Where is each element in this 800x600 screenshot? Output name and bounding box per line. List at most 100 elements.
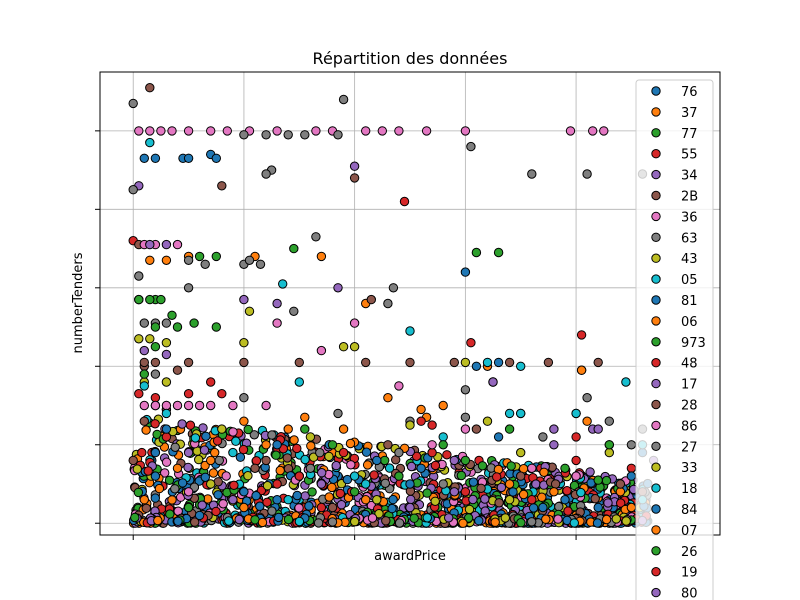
cloud-point <box>143 466 153 476</box>
legend-label: 48 <box>681 357 698 372</box>
data-point-series-43 <box>372 495 382 505</box>
data-point-series-36 <box>156 126 166 136</box>
cloud-point <box>367 513 378 523</box>
data-point-series-76 <box>405 479 415 489</box>
data-point-series-19 <box>134 389 144 399</box>
legend-label: 07 <box>681 524 698 539</box>
data-point-series-63 <box>255 259 266 269</box>
legend-label: 05 <box>681 273 698 288</box>
cloud-point <box>300 454 310 465</box>
cloud-point <box>199 445 210 455</box>
data-point-series-37 <box>416 404 426 415</box>
cloud-point <box>422 513 432 523</box>
data-point-series-80 <box>161 349 172 360</box>
cloud-point <box>224 516 234 526</box>
data-point-series-37 <box>139 495 150 505</box>
data-point-series-36 <box>394 381 404 391</box>
legend-marker <box>651 190 661 201</box>
cloud-point <box>422 488 432 498</box>
data-point-series-28 <box>150 357 161 368</box>
data-point-series-81 <box>493 432 504 442</box>
data-point-series-80 <box>139 345 150 356</box>
data-point-series-2B <box>449 357 459 368</box>
data-point-series-37 <box>615 487 626 497</box>
data-point-series-19 <box>183 389 194 399</box>
data-point-series-17 <box>488 377 498 387</box>
cloud-point <box>307 487 317 497</box>
legend-label: 28 <box>681 399 698 414</box>
data-point-series-55 <box>161 432 172 442</box>
cloud-point <box>468 494 478 505</box>
chart-title: Répartition des données <box>313 49 508 68</box>
cloud-point <box>229 480 239 490</box>
cloud-point <box>442 450 452 460</box>
cloud-point <box>327 482 337 493</box>
data-point-series-2B <box>504 357 515 368</box>
legend-marker <box>651 316 661 326</box>
data-point-series-05 <box>516 408 526 419</box>
cloud-point <box>313 518 324 528</box>
data-point-series-05 <box>349 471 360 481</box>
data-point-series-63 <box>150 369 161 379</box>
cloud-point <box>315 448 325 458</box>
legend-marker <box>651 587 661 598</box>
cloud-point <box>221 471 231 481</box>
cloud-point <box>308 452 319 462</box>
data-point-series-28 <box>139 357 150 368</box>
legend-marker <box>651 378 661 389</box>
cloud-point <box>468 477 479 487</box>
legend-marker <box>651 253 661 263</box>
cloud-point <box>212 436 223 446</box>
data-point-series-33 <box>217 424 227 434</box>
cloud-point <box>200 472 211 482</box>
cloud-point <box>275 465 285 476</box>
data-point-series-43 <box>305 432 316 442</box>
data-point-series-84 <box>560 495 570 505</box>
data-point-series-05 <box>482 357 493 368</box>
data-point-series-37 <box>582 416 592 426</box>
data-point-series-26 <box>300 424 310 434</box>
cloud-point <box>387 503 397 514</box>
cloud-point <box>164 475 175 485</box>
data-point-series-84 <box>626 471 637 481</box>
data-point-series-36 <box>311 126 321 136</box>
data-point-series-36 <box>361 126 371 136</box>
legend-label: 84 <box>681 503 698 518</box>
data-point-series-34 <box>349 161 360 171</box>
data-point-series-63 <box>134 271 144 281</box>
cloud-point <box>132 464 143 474</box>
data-point-series-77 <box>471 247 482 258</box>
data-point-series-17 <box>145 239 155 250</box>
cloud-point <box>527 517 537 527</box>
cloud-point <box>183 462 193 473</box>
cloud-point <box>177 419 187 429</box>
cloud-point <box>346 460 356 470</box>
data-point-series-36 <box>183 126 194 136</box>
data-point-series-28 <box>615 479 626 489</box>
data-point-series-48 <box>217 389 227 399</box>
data-point-series-05 <box>516 361 526 371</box>
data-point-series-77 <box>150 342 161 352</box>
data-point-series-36 <box>460 126 471 136</box>
cloud-point <box>516 518 526 528</box>
cloud-point <box>170 484 180 494</box>
data-point-series-34 <box>239 294 249 305</box>
cloud-point <box>621 516 631 526</box>
cloud-point <box>592 518 603 528</box>
data-point-series-86 <box>527 463 537 473</box>
legend-label: 18 <box>681 482 698 497</box>
data-point-series-63 <box>582 169 592 179</box>
data-point-series-27 <box>244 255 255 265</box>
cloud-point <box>327 517 338 527</box>
cloud-point <box>160 468 170 478</box>
legend-label: 2B <box>681 190 698 205</box>
cloud-point <box>304 501 314 511</box>
cloud-point <box>153 515 163 526</box>
cloud-point <box>173 516 183 526</box>
data-point-series-2B <box>128 455 138 466</box>
data-point-series-63 <box>604 416 614 426</box>
legend-label: 36 <box>681 210 698 225</box>
data-point-series-37 <box>206 455 216 466</box>
data-point-series-06 <box>239 416 249 426</box>
data-point-series-33 <box>349 342 360 352</box>
